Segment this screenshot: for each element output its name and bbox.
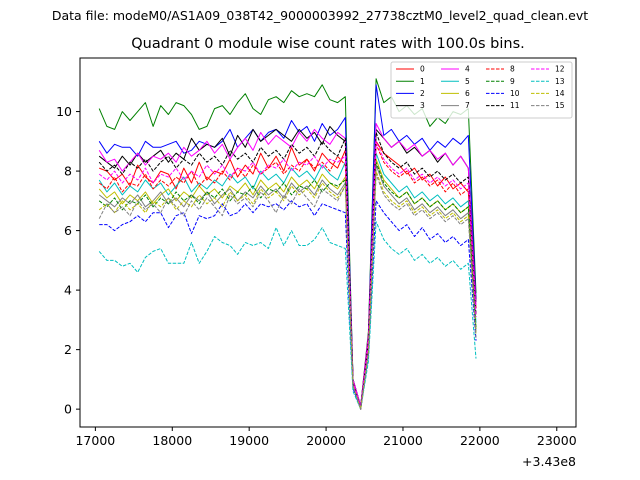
legend-label-5: 5 — [465, 77, 470, 86]
series-layer — [98, 78, 477, 410]
legend-label-12: 12 — [555, 65, 565, 74]
y-tick-label: 8 — [64, 164, 72, 179]
legend-label-10: 10 — [510, 89, 520, 98]
x-axis-offset-label: +3.43e8 — [522, 454, 576, 469]
legend-box — [390, 61, 573, 119]
y-tick-label: 6 — [64, 223, 72, 238]
series-line-13 — [98, 221, 477, 410]
y-tick-label: 4 — [64, 283, 72, 298]
x-axis: 17000 18000 19000 20000 21000 22000 23000 — [75, 427, 577, 448]
x-tick-label: 18000 — [152, 433, 192, 448]
series-line-5 — [98, 152, 477, 410]
series-line-2 — [98, 84, 477, 407]
series-line-10 — [99, 200, 477, 410]
legend-label-3: 3 — [420, 101, 425, 110]
series-line-14 — [98, 170, 477, 410]
y-tick-label: 10 — [56, 104, 72, 119]
legend-label-0: 0 — [420, 65, 425, 74]
series-line-4 — [98, 123, 477, 407]
legend-label-15: 15 — [555, 101, 565, 110]
legend-label-6: 6 — [465, 89, 470, 98]
legend-label-14: 14 — [555, 89, 565, 98]
series-line-11 — [98, 131, 477, 410]
series-line-15 — [98, 173, 477, 410]
y-axis: 0 2 4 6 8 10 — [56, 104, 80, 417]
chart-suptitle: Data file: modeM0/AS1A09_038T42_90000039… — [52, 8, 588, 23]
legend-label-1: 1 — [420, 77, 425, 86]
series-line-6 — [98, 158, 477, 410]
y-tick-label: 2 — [64, 342, 72, 357]
chart-title: Quadrant 0 module wise count rates with … — [131, 36, 525, 52]
legend-label-7: 7 — [465, 101, 470, 110]
series-line-1 — [98, 78, 477, 407]
legend-label-8: 8 — [510, 65, 515, 74]
x-tick-label: 19000 — [229, 433, 269, 448]
plot-area-frame — [79, 57, 577, 428]
x-tick-label: 23000 — [537, 433, 577, 448]
x-tick-label: 17000 — [75, 433, 115, 448]
legend-label-2: 2 — [420, 89, 425, 98]
x-tick-label: 20000 — [306, 433, 346, 448]
series-line-3 — [98, 125, 477, 407]
series-line-0 — [99, 140, 477, 410]
legend-label-13: 13 — [555, 77, 565, 86]
x-tick-label: 21000 — [383, 433, 423, 448]
series-line-12 — [98, 140, 477, 410]
x-tick-label: 22000 — [460, 433, 500, 448]
series-line-9 — [98, 161, 477, 410]
legend-label-4: 4 — [465, 65, 470, 74]
y-tick-label: 0 — [64, 402, 72, 417]
series-line-7 — [98, 164, 477, 410]
legend-label-9: 9 — [510, 77, 515, 86]
legend-label-11: 11 — [510, 101, 520, 110]
